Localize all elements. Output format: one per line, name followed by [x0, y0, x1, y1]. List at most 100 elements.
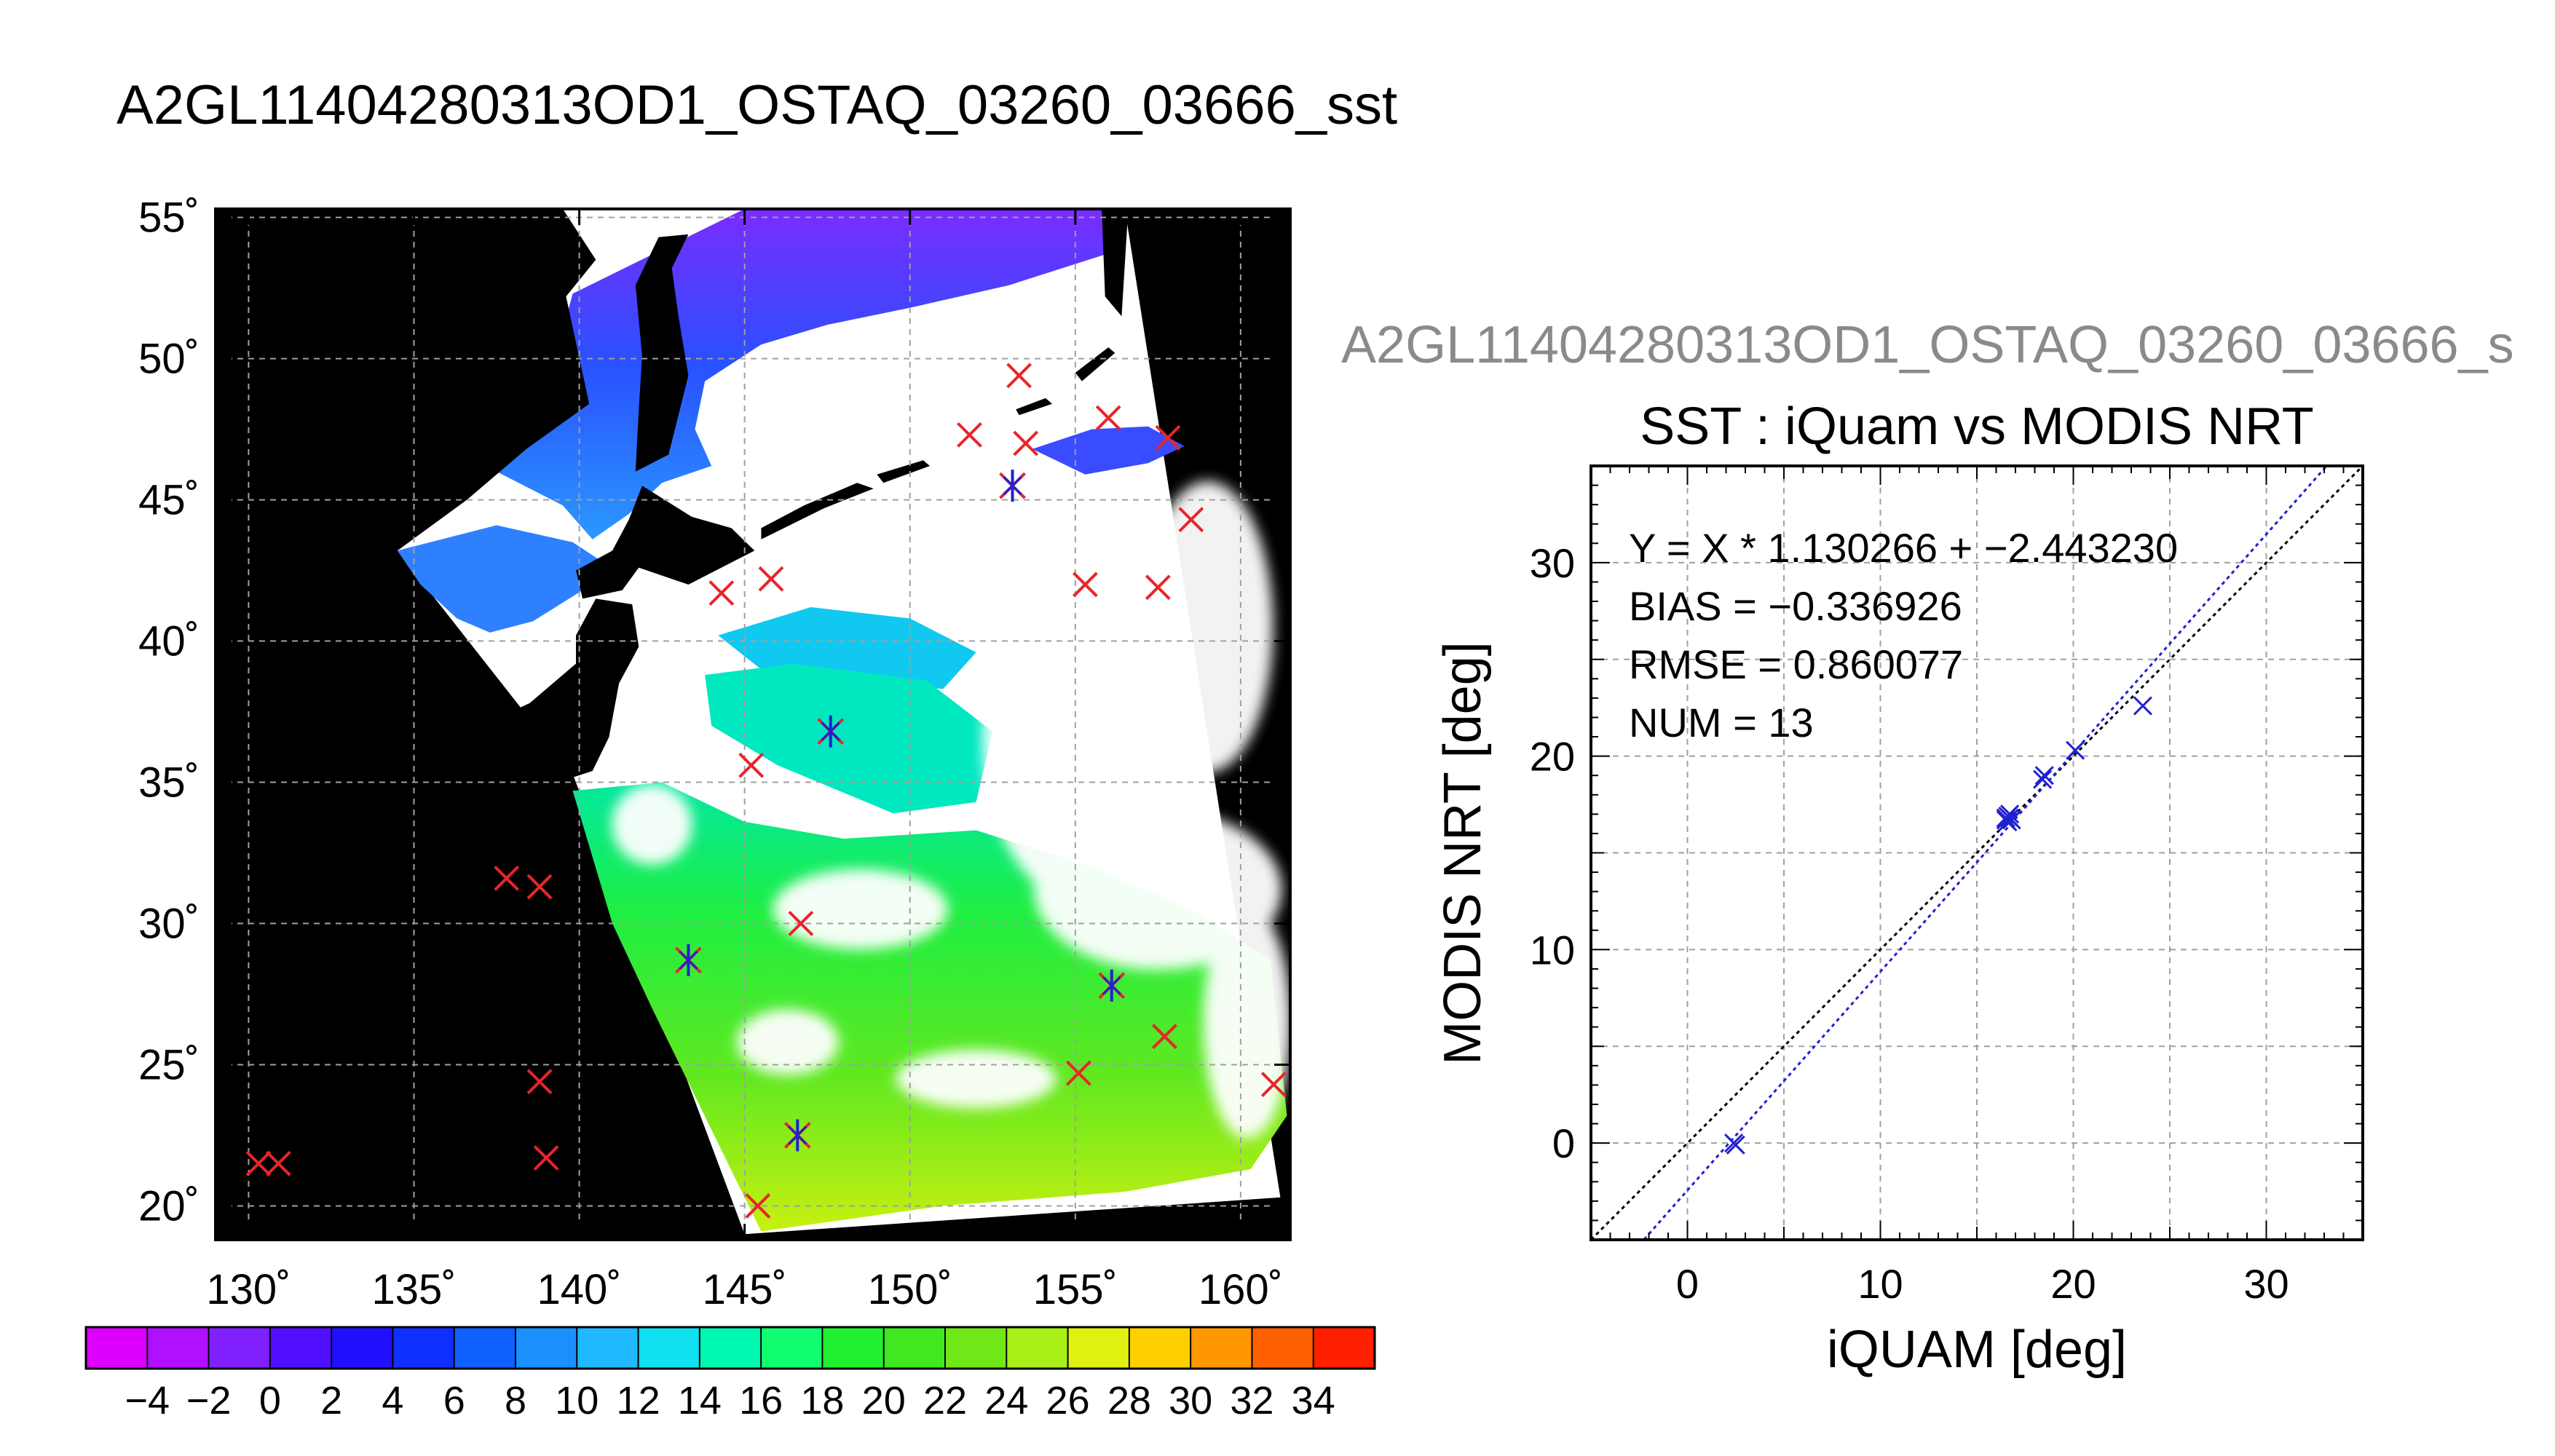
buoy-marker-red-stroke-b	[1178, 507, 1204, 533]
buoy-marker-red-stroke-b	[245, 1150, 272, 1176]
buoy-marker-red-stroke-b	[526, 874, 553, 900]
scatter-y-tick-label: 0	[1552, 1120, 1575, 1166]
colorbar-cell	[1129, 1327, 1191, 1369]
scatter-point	[1999, 808, 2020, 828]
colorbar-cell	[1313, 1327, 1375, 1369]
colorbar-label: 22	[923, 1379, 967, 1423]
map-lat-tick-label: 25˚	[138, 1041, 200, 1088]
colorbar-cell	[331, 1327, 394, 1369]
colorbar-cell	[945, 1327, 1007, 1369]
colorbar-label: −2	[186, 1379, 232, 1423]
map-lon-tick-label: 140˚	[537, 1266, 622, 1313]
buoy-marker-red	[265, 1150, 291, 1176]
buoy-marker-red-stroke-b	[957, 422, 982, 448]
buoy-marker-red	[526, 874, 553, 900]
land-hokkaido	[576, 486, 755, 599]
land-kamchatka	[1102, 209, 1129, 317]
scatter-panel: A2GL11404280313OD1_OSTAQ_03260_03666_s S…	[1341, 316, 2514, 1379]
buoy-marker-red	[708, 580, 735, 606]
buoy-marker-red	[788, 911, 814, 936]
map-lat-tick-label: 35˚	[138, 759, 200, 807]
map-lat-tick-label: 30˚	[138, 901, 200, 948]
scatter-title: SST : iQuam vs MODIS NRT	[1640, 397, 2314, 456]
land-sakhalin	[635, 234, 689, 472]
buoy-marker-red-stroke-b	[526, 1069, 553, 1095]
scatter-points	[1724, 696, 2152, 1155]
cloud-east-band	[1034, 809, 1282, 970]
cloud-south-band	[896, 1049, 1057, 1108]
colorbar-cell	[392, 1327, 455, 1369]
buoy-marker-red	[1013, 430, 1039, 456]
buoy-marker-red-stroke-b	[1013, 430, 1039, 456]
scatter-point	[1726, 1135, 1745, 1155]
map-tick-marks	[216, 209, 1290, 1240]
buoy-marker-red	[245, 1150, 272, 1176]
colorbar-label: 32	[1230, 1379, 1273, 1423]
buoy-marker-match	[1098, 969, 1126, 1002]
colorbar-cell	[699, 1327, 762, 1369]
colorbar-cell	[883, 1327, 946, 1369]
colorbar-border	[84, 1326, 1376, 1370]
buoy-marker-red	[533, 1145, 559, 1171]
scatter-x-tick-label: 30	[2243, 1261, 2289, 1307]
buoy-marker-red	[1095, 405, 1121, 431]
colorbar-label: 0	[259, 1379, 281, 1423]
stats-rmse: RMSE = 0.860077	[1629, 641, 1963, 687]
buoy-marker-red-stroke-b	[1152, 1024, 1177, 1050]
sst-colorbar: −4 −2 0 2 4 6 8 10 12 14 16 18 20 22 24 26 28 30 32 34	[84, 1326, 1376, 1423]
sst-color-patches	[397, 209, 1290, 1232]
scatter-ylabel: MODIS NRT [deg]	[1434, 641, 1492, 1065]
land-kuril-b	[877, 460, 930, 483]
scatter-point-stroke-b	[2033, 769, 2053, 789]
stats-fit-equation: Y = X * 1.130266 + −2.443230	[1629, 525, 2178, 571]
cloud-east-upper	[1142, 481, 1273, 773]
colorbar-label: 24	[984, 1379, 1028, 1423]
buoy-marker-red-stroke-b	[1006, 363, 1032, 389]
land-honshu	[397, 598, 639, 822]
colorbar-label: 16	[739, 1379, 783, 1423]
colorbar-cell	[1006, 1327, 1069, 1369]
cold-water-japan-sea	[397, 525, 616, 633]
scatter-point-stroke-b	[1999, 808, 2020, 828]
buoy-marker-match	[999, 470, 1026, 502]
land-masses	[216, 209, 1129, 822]
scatter-x-tick-label: 20	[2050, 1261, 2096, 1307]
colorbar-cell	[761, 1327, 824, 1369]
scatter-y-tick-label: 30	[1530, 540, 1575, 586]
map-lat-tick-label: 40˚	[138, 618, 200, 665]
buoy-marker-red-stroke-b	[1073, 571, 1098, 598]
cloud-southeast	[1203, 906, 1290, 1139]
scatter-y-tick-label: 20	[1530, 734, 1575, 780]
land-kuril-c	[1016, 397, 1052, 416]
colorbar-label: 14	[678, 1379, 722, 1423]
scatter-x-tick-label: 10	[1857, 1261, 1903, 1307]
map-frame-border	[214, 207, 1292, 1241]
colorbar-label: 6	[443, 1379, 465, 1423]
buoy-marker-red	[494, 866, 520, 891]
buoy-markers	[245, 363, 1287, 1219]
colorbar-cell	[86, 1327, 148, 1369]
scatter-tick-marks	[1590, 465, 2364, 1241]
colorbar-label: 4	[382, 1379, 403, 1423]
colorbar-cell	[1067, 1327, 1130, 1369]
scatter-point	[1996, 810, 2015, 830]
scatter-point	[2034, 766, 2054, 786]
land-kuril-d	[1075, 347, 1115, 381]
colorbar-cell	[1190, 1327, 1253, 1369]
scatter-point-stroke-b	[2034, 766, 2054, 786]
scatter-point	[2033, 769, 2053, 789]
colorbar-labels: −4 −2 0 2 4 6 8 10 12 14 16 18 20 22 24 26 28 30 32 34	[125, 1327, 1335, 1423]
buoy-marker-red-stroke-b	[1065, 1060, 1091, 1086]
colorbar-label: 12	[617, 1379, 660, 1423]
buoy-marker-red-stroke-b	[738, 752, 765, 778]
buoy-marker-red-stroke-b	[1260, 1072, 1287, 1098]
buoy-marker-red	[745, 1193, 771, 1219]
buoy-marker-red	[1260, 1072, 1287, 1098]
cloud-cover	[612, 414, 1290, 1139]
buoy-marker-match	[817, 715, 845, 748]
colorbar-cell	[516, 1327, 577, 1369]
buoy-marker-red	[1155, 424, 1181, 451]
colorbar-cell	[577, 1327, 639, 1369]
